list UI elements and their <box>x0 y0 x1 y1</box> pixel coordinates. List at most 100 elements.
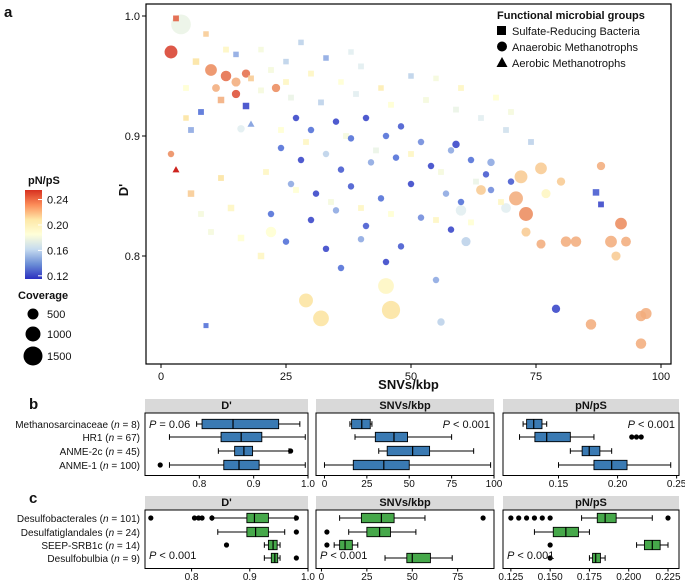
data-point <box>237 234 245 242</box>
facet-frame <box>315 412 495 476</box>
outlier-point <box>539 515 545 521</box>
data-point <box>172 166 180 173</box>
data-point <box>283 58 289 65</box>
facet-header <box>503 399 679 413</box>
x-tick-label: 0 <box>322 479 328 490</box>
size-legend-title: Coverage <box>18 290 68 302</box>
data-point <box>556 177 566 186</box>
data-point <box>452 140 460 149</box>
data-point <box>596 161 606 171</box>
data-point <box>501 203 511 213</box>
n-symbol: n <box>109 447 115 458</box>
size-legend-label: 500 <box>47 309 65 321</box>
size-legend-circle <box>27 308 39 320</box>
data-point <box>358 63 364 70</box>
data-point <box>508 109 514 115</box>
data-point <box>367 159 375 166</box>
outlier-point <box>480 515 486 521</box>
data-point <box>467 156 475 164</box>
category-label: Methanosarcinaceae (n = 8) <box>15 420 140 431</box>
n-symbol: n <box>114 420 120 431</box>
x-tick-label: 100 <box>652 371 670 383</box>
data-point <box>343 133 349 139</box>
data-point <box>536 239 546 249</box>
data-point <box>458 85 464 91</box>
facet-title: pN/pS <box>575 497 607 509</box>
data-point <box>198 109 204 115</box>
x-tick-label: 0.8 <box>185 572 199 581</box>
data-point <box>198 211 204 217</box>
p-symbol: P <box>149 550 157 562</box>
data-point <box>423 97 429 103</box>
x-tick-label: 0.20 <box>608 479 628 490</box>
data-point <box>598 201 604 208</box>
colorbar <box>25 190 42 279</box>
data-point <box>233 51 239 58</box>
data-point <box>263 169 269 175</box>
data-point <box>323 55 329 61</box>
data-point <box>528 139 534 145</box>
box <box>246 512 269 524</box>
panel-label-c: c <box>29 490 37 507</box>
data-point <box>297 156 305 164</box>
legend-label: Aerobic Methanotrophs <box>512 58 626 70</box>
data-point <box>455 205 467 216</box>
facet-frame <box>502 509 680 569</box>
data-point <box>299 293 313 308</box>
data-point <box>192 58 200 65</box>
data-point <box>212 84 220 92</box>
outlier-point <box>629 434 635 440</box>
data-point <box>203 31 209 37</box>
data-point <box>417 138 425 146</box>
data-point <box>322 150 330 158</box>
box <box>593 459 628 471</box>
data-point <box>551 304 561 313</box>
facet-frame <box>502 412 680 476</box>
p-value-label: P < 0.001 <box>443 419 490 431</box>
x-axis-label: SNVs/kbp <box>378 377 439 392</box>
data-point <box>338 79 344 85</box>
facet-title: pN/pS <box>575 400 607 412</box>
x-tick-label: 0.25 <box>667 479 685 490</box>
data-point <box>615 217 627 230</box>
data-point <box>353 91 359 97</box>
n-symbol: n <box>109 433 115 444</box>
data-point <box>312 190 320 197</box>
x-tick-label: 0.125 <box>498 572 523 581</box>
data-point <box>183 115 189 121</box>
data-point <box>307 126 315 134</box>
x-tick-label: 75 <box>446 479 458 490</box>
box <box>596 512 617 524</box>
box <box>406 552 431 564</box>
p-symbol: P <box>628 419 636 431</box>
outlier-point <box>638 434 644 440</box>
legend-label: Sulfate-Reducing Bacteria <box>512 26 641 38</box>
box <box>592 552 601 564</box>
data-point <box>377 195 385 202</box>
data-point <box>457 198 465 206</box>
category-label: ANME-2c (n = 45) <box>60 447 140 458</box>
outlier-point <box>157 462 163 468</box>
facet-header <box>316 496 494 510</box>
category-label: Desulfobulbia (n = 9) <box>47 554 140 565</box>
data-point <box>217 96 225 104</box>
data-point <box>570 236 582 247</box>
data-point <box>313 310 329 327</box>
box <box>351 418 371 430</box>
data-point <box>585 319 597 330</box>
x-tick-label: 0.200 <box>616 572 641 581</box>
x-tick-label: 0.175 <box>577 572 602 581</box>
data-point <box>241 69 251 78</box>
data-point <box>447 226 455 233</box>
facet-frame <box>144 509 309 569</box>
data-point <box>267 210 275 218</box>
p-symbol: P <box>320 550 328 562</box>
n-symbol: n <box>109 528 115 539</box>
facet-frame <box>144 412 309 476</box>
facet-frame <box>315 509 495 569</box>
data-point <box>237 125 245 133</box>
legend-circle-icon <box>497 41 507 52</box>
x-tick-label: 75 <box>530 371 542 383</box>
data-point <box>265 226 277 238</box>
data-point <box>203 323 209 329</box>
